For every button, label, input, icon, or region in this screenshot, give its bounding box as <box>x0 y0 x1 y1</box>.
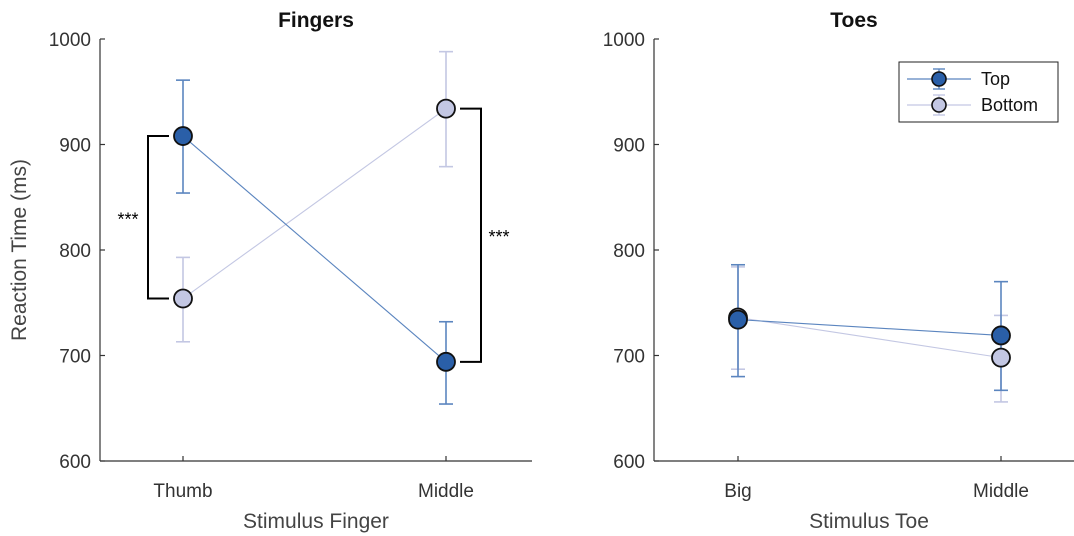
y-tick-label: 1000 <box>603 30 645 51</box>
series-line-top <box>182 135 447 363</box>
data-point-bottom <box>436 98 456 119</box>
series-line-bottom <box>737 316 1002 359</box>
y-tick-label: 600 <box>59 452 91 473</box>
data-point-bottom <box>173 288 193 309</box>
series-line-top <box>737 319 1002 337</box>
chart-title: Fingers <box>278 9 354 32</box>
y-tick-label: 1000 <box>49 30 91 51</box>
x-tick-label: Middle <box>973 481 1029 502</box>
chart-title: Toes <box>830 9 877 32</box>
x-tick-label: Middle <box>418 481 474 502</box>
x-axis-label: Stimulus Toe <box>809 510 929 533</box>
x-tick-label: Thumb <box>153 481 212 502</box>
toes-panel: Toes 600 700 800 900 1000 Big Middle Stimulus To… <box>603 9 1074 533</box>
y-tick-label: 800 <box>613 241 645 262</box>
y-tick-label: 800 <box>59 241 91 262</box>
legend-marker <box>931 97 947 113</box>
x-tick-label: Big <box>724 481 751 502</box>
data-point-top <box>991 325 1011 346</box>
y-tick-label: 700 <box>613 347 645 368</box>
data-point-bottom <box>991 347 1011 368</box>
y-tick-label: 900 <box>59 136 91 157</box>
significance-label: *** <box>117 209 138 229</box>
significance-bracket <box>460 107 482 363</box>
data-point-top <box>173 126 193 146</box>
series-line-bottom <box>182 108 447 299</box>
x-axis-label: Stimulus Finger <box>243 510 389 533</box>
data-point-top <box>728 309 748 330</box>
y-tick-label: 900 <box>613 136 645 157</box>
significance-label: *** <box>488 227 509 247</box>
fingers-panel: Fingers 600 700 800 900 1000 Thumb Middle Stimul… <box>8 9 532 533</box>
y-axis-label: Reaction Time (ms) <box>8 159 31 341</box>
data-point-top <box>436 351 456 372</box>
legend-marker <box>931 71 947 87</box>
legend-label: Bottom <box>981 95 1038 115</box>
y-tick-label: 700 <box>59 347 91 368</box>
y-tick-label: 600 <box>613 452 645 473</box>
legend-label: Top <box>981 69 1010 89</box>
significance-bracket <box>147 135 169 300</box>
legend-box <box>898 61 1059 123</box>
